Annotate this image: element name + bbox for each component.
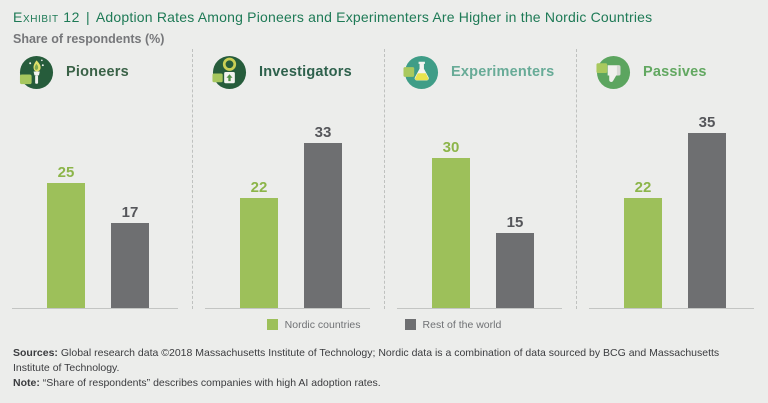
bar-group-nordic: 30 — [432, 140, 470, 308]
bar-group-rest: 15 — [496, 215, 534, 308]
chart-legend: Nordic countries Rest of the world — [0, 318, 768, 331]
rest-swatch-icon — [404, 319, 416, 330]
sources-text: Global research data ©2018 Massachusetts… — [13, 347, 720, 375]
panel-experimenters: Experimenters 30 15 — [384, 49, 576, 309]
note-line: Note: “Share of respondents” describes c… — [13, 376, 756, 391]
bar-rest — [304, 143, 342, 308]
panel-investigators-header: Investigators — [193, 49, 384, 95]
axis-unit-label: Share of respondents (%) — [13, 32, 165, 46]
panel-investigators: Investigators 22 33 — [192, 49, 384, 309]
footer: Sources: Global research data ©2018 Mass… — [13, 346, 756, 392]
legend-item-nordic: Nordic countries — [266, 318, 361, 331]
bar-group-rest: 35 — [688, 115, 726, 308]
thumbs-down-icon — [596, 55, 631, 89]
bar-value-nordic: 30 — [442, 139, 460, 156]
panel-experimenters-header: Experimenters — [385, 49, 576, 95]
panel-experimenters-plot: 30 15 — [397, 95, 562, 309]
page-title: Exhibit 12 | Adoption Rates Among Pioneers… — [13, 9, 756, 25]
bar-rest — [688, 133, 726, 308]
note-text: “Share of respondents” describes compani… — [42, 377, 381, 390]
legend-label-rest: Rest of the world — [422, 318, 502, 331]
legend-label-nordic: Nordic countries — [284, 318, 361, 331]
header: Exhibit 12 | Adoption Rates Among Pioneers… — [0, 0, 768, 46]
sources-label: Sources: — [13, 347, 58, 359]
panel-experimenters-label: Experimenters — [451, 64, 555, 80]
flask-icon — [403, 55, 439, 89]
bar-nordic — [240, 198, 278, 308]
bar-group-nordic: 22 — [240, 180, 278, 308]
bar-rest — [496, 233, 534, 308]
panel-passives-header: Passives — [577, 49, 768, 95]
nordic-swatch-icon — [266, 319, 278, 330]
bar-value-rest: 33 — [314, 124, 332, 141]
title-divider: | — [86, 9, 90, 25]
bar-value-nordic: 22 — [634, 179, 652, 196]
panel-pioneers-header: Pioneers — [0, 49, 192, 95]
bar-value-rest: 15 — [506, 214, 524, 231]
bar-rest — [111, 223, 149, 308]
magnifier-icon — [212, 55, 247, 89]
bar-group-nordic: 25 — [47, 165, 85, 308]
legend-item-rest: Rest of the world — [404, 318, 502, 331]
panel-investigators-label: Investigators — [259, 64, 352, 80]
sources-line: Sources: Global research data ©2018 Mass… — [13, 346, 756, 376]
title-text: Adoption Rates Among Pioneers and Experi… — [95, 9, 653, 25]
x-axis-baseline — [397, 308, 562, 309]
exhibit-label: Exhibit 12 — [13, 9, 81, 25]
panel-pioneers-label: Pioneers — [66, 64, 129, 80]
bar-group-rest: 33 — [304, 125, 342, 308]
bar-nordic — [47, 183, 85, 308]
bar-group-rest: 17 — [111, 205, 149, 308]
torch-icon — [19, 55, 54, 89]
bar-value-rest: 17 — [121, 204, 139, 221]
panel-passives-label: Passives — [643, 64, 707, 80]
panel-passives-plot: 22 35 — [589, 95, 754, 309]
note-label: Note: — [13, 377, 40, 390]
panel-investigators-plot: 22 33 — [205, 95, 370, 309]
panel-passives: Passives 22 35 — [576, 49, 768, 309]
bar-value-rest: 35 — [698, 114, 716, 131]
chart-area: Pioneers 25 17 — [0, 49, 768, 309]
bar-group-nordic: 22 — [624, 180, 662, 308]
bar-value-nordic: 22 — [250, 179, 268, 196]
x-axis-baseline — [12, 308, 178, 309]
x-axis-baseline — [205, 308, 370, 309]
x-axis-baseline — [589, 308, 754, 309]
panel-pioneers-plot: 25 17 — [12, 95, 178, 309]
bar-nordic — [432, 158, 470, 308]
panel-pioneers: Pioneers 25 17 — [0, 49, 192, 309]
bar-value-nordic: 25 — [57, 164, 75, 181]
bar-nordic — [624, 198, 662, 308]
